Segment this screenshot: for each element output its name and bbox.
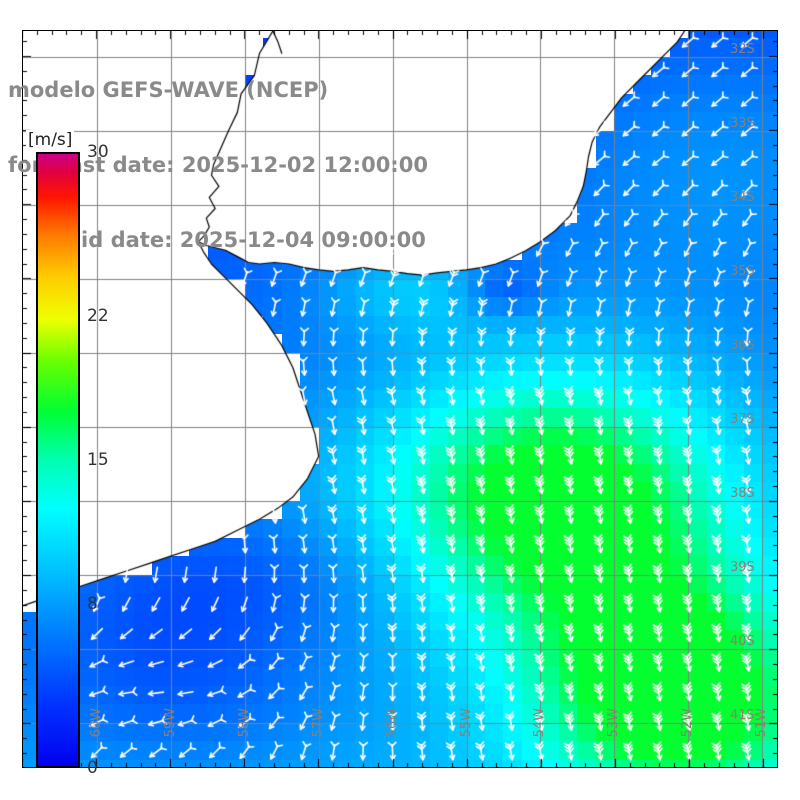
colorbar-gradient bbox=[38, 154, 78, 766]
title-model: modelo GEFS-WAVE (NCEP) bbox=[8, 78, 329, 102]
ruler-bottom bbox=[22, 758, 778, 768]
lat-label-35S: 35S bbox=[730, 263, 755, 279]
lon-label-55W: 55W bbox=[458, 708, 474, 738]
wind-direction-arrows bbox=[23, 31, 777, 767]
colorbar-tick-8: 8 bbox=[87, 593, 98, 614]
lon-label-60W: 60W bbox=[88, 708, 104, 738]
lat-label-41S: 41S bbox=[730, 707, 755, 723]
lat-label-36S: 36S bbox=[730, 337, 755, 353]
colorbar-tick-0: 0 bbox=[87, 758, 98, 778]
lat-label-33S: 33S bbox=[730, 115, 755, 131]
ruler-right bbox=[768, 30, 778, 768]
colorbar-tick-22: 22 bbox=[87, 306, 109, 327]
ruler-left bbox=[22, 30, 32, 768]
lon-label-54W: 54W bbox=[532, 708, 548, 738]
colorbar-tick-30: 30 bbox=[87, 142, 109, 162]
colorbar-tick-15: 15 bbox=[87, 450, 109, 470]
lon-label-56W: 56W bbox=[384, 708, 400, 738]
lon-label-51W: 51W bbox=[754, 708, 770, 738]
lat-label-39S: 39S bbox=[730, 559, 755, 575]
lon-label-58W: 58W bbox=[236, 708, 252, 738]
title-forecast-date: forecast date: 2025-12-02 12:00:00 bbox=[8, 153, 428, 177]
colorbar[interactable] bbox=[36, 152, 80, 768]
lon-label-52W: 52W bbox=[680, 708, 696, 738]
map-plot-area[interactable] bbox=[22, 30, 778, 768]
map-canvas-stack bbox=[23, 31, 777, 767]
ruler-top bbox=[22, 30, 778, 40]
colorbar-unit-label: [m/s] bbox=[26, 130, 75, 150]
lat-label-40S: 40S bbox=[730, 633, 755, 649]
lon-label-53W: 53W bbox=[606, 708, 622, 738]
lat-label-32S: 32S bbox=[730, 41, 755, 57]
figure-title-block: modelo GEFS-WAVE (NCEP) forecast date: 2… bbox=[0, 28, 520, 303]
lon-label-59W: 59W bbox=[162, 708, 178, 738]
lat-label-37S: 37S bbox=[730, 411, 755, 427]
lat-label-38S: 38S bbox=[730, 485, 755, 501]
lat-label-34S: 34S bbox=[730, 189, 755, 205]
lon-label-57W: 57W bbox=[310, 708, 326, 738]
